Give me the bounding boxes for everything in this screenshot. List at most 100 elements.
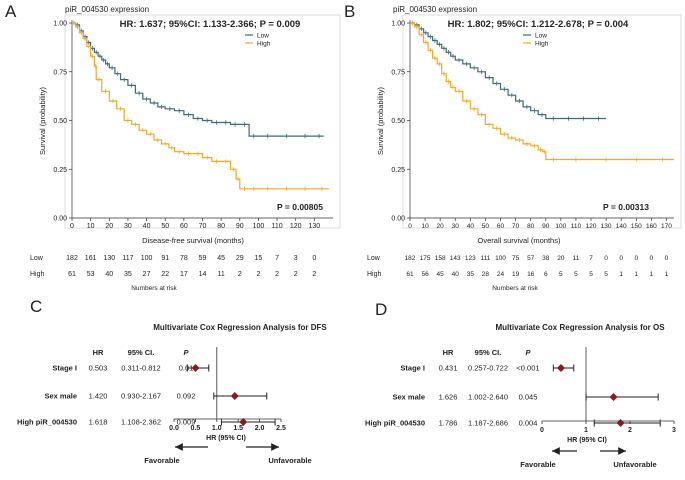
forest-c-row-ci: 1.108-2.362 xyxy=(121,418,161,427)
km-a-xtick-label: 30 xyxy=(124,223,132,230)
km-b-ytick-label: 0.25 xyxy=(391,167,405,174)
km-a-risk-cell: 91 xyxy=(161,255,169,262)
forest-c-rows: Stage I 0.503 0.311-0.812 0.01 Sex male 1.420… xyxy=(17,347,276,427)
forest-d-xtick-label: 2 xyxy=(628,427,632,434)
km-a-xtick-label: 20 xyxy=(105,223,113,230)
km-b-risk-table: Low 182 175 158 143 123 111 100 75 57 38 20 11 7 0 0 0 0 0… xyxy=(367,255,669,278)
forest-c-row-label: Sex male xyxy=(44,392,77,401)
km-a-curves xyxy=(72,20,330,191)
km-a-risk-table: Low 182 161 130 117 100 91 78 59 45 29 15 7 3 0 High 61 5… xyxy=(30,255,316,278)
km-a-subtitle: piR_004530 expression xyxy=(65,5,149,14)
forest-c-header-p: P xyxy=(183,348,189,357)
km-a-xtick-label: 130 xyxy=(309,223,321,230)
km-a-risk-label-low: Low xyxy=(30,255,44,262)
km-a-legend-low: Low xyxy=(257,33,269,40)
km-b-risk-cell: 75 xyxy=(512,255,520,262)
km-a-xtick-label: 120 xyxy=(290,223,302,230)
forest-d-xtick-label: 1 xyxy=(584,427,588,434)
km-b-risk-cell: 5 xyxy=(574,271,578,278)
km-b-legend-low: Low xyxy=(535,33,547,40)
km-b-pvalue: P = 0.00313 xyxy=(603,202,649,212)
km-a-risk-cell: 14 xyxy=(199,271,207,278)
km-a-risk-cell: 11 xyxy=(218,271,225,278)
forest-c-xtick-label: 0.5 xyxy=(191,425,201,432)
km-b-risk-cell: 123 xyxy=(465,255,476,262)
km-a-pvalue: P = 0.00805 xyxy=(277,202,323,212)
km-a-risk-cell: 130 xyxy=(103,255,115,262)
km-b-risk-cell: 1 xyxy=(619,271,623,278)
km-a-xtick-label: 40 xyxy=(143,223,151,230)
km-b-xtick-label: 150 xyxy=(631,223,642,230)
forest-c-favorable: Favorable xyxy=(144,456,179,465)
km-a-legend-high: High xyxy=(257,41,271,48)
km-a-xtick-label: 0 xyxy=(70,223,74,230)
km-a-risk-cell: 29 xyxy=(236,255,244,262)
km-b-xtick-label: 70 xyxy=(512,223,520,230)
km-b-risk-cell: 35 xyxy=(467,271,475,278)
km-a-risk-cell: 17 xyxy=(180,271,188,278)
km-b-risk-cell: 28 xyxy=(482,271,490,278)
forest-c-xlabel: HR (95% CI) xyxy=(206,435,246,442)
forest-d-header-p: P xyxy=(525,348,531,357)
km-b-risk-cell: 5 xyxy=(604,271,608,278)
forest-d-row-label: Sex male xyxy=(392,393,425,402)
km-b-legend: Low High xyxy=(523,33,549,48)
km-a-risk-cell: 27 xyxy=(143,271,151,278)
forest-d-xtick-label: 0 xyxy=(540,427,544,434)
km-b-risk-cell: 143 xyxy=(450,255,461,262)
km-b-risk-cell: 45 xyxy=(437,271,445,278)
km-b-xlabel: Overall survival (months) xyxy=(478,236,561,245)
km-a-legend: Low High xyxy=(245,33,271,48)
forest-d-row-hr: 1.626 xyxy=(439,393,458,402)
forest-c-xtick-label: 2.5 xyxy=(276,425,286,432)
km-b-plot-area xyxy=(402,14,682,229)
km-b-xtick-label: 130 xyxy=(601,223,612,230)
km-b-risk-cell: 5 xyxy=(589,271,593,278)
forest-c-xtick-label: 0.0 xyxy=(169,425,179,432)
forest-c-row-hr: 1.420 xyxy=(89,392,108,401)
km-b-risk-title: Numbers at risk xyxy=(492,285,538,292)
km-b-risk-cell: 100 xyxy=(495,255,506,262)
km-b-risk-cell: 16 xyxy=(527,271,535,278)
km-a-plot-area xyxy=(64,14,341,229)
forest-d-favorable: Favorable xyxy=(520,460,555,469)
km-b-risk-cell: 20 xyxy=(557,255,565,262)
km-b-xtick-label: 100 xyxy=(555,223,566,230)
forest-d-row-p: 0.045 xyxy=(519,393,538,402)
panel-letter-a: A xyxy=(5,2,17,21)
km-b-risk-cell: 7 xyxy=(589,255,593,262)
forest-d-row-hr: 1.786 xyxy=(439,419,458,428)
forest-c-row-label: High piR_004530 xyxy=(17,418,77,427)
km-b-curve-low xyxy=(410,22,607,120)
km-b-xtick-label: 0 xyxy=(408,223,412,230)
km-a-xtick-label: 90 xyxy=(236,223,244,230)
forest-d-row-p: <0.001 xyxy=(516,364,539,373)
km-b-risk-cell: 1 xyxy=(650,271,654,278)
forest-c-header-hr: HR xyxy=(93,348,104,357)
km-a-ytick-label: 0.25 xyxy=(53,167,67,174)
forest-d-row-ci: 0.257-0.722 xyxy=(468,364,508,373)
km-b-xtick-label: 170 xyxy=(661,223,672,230)
km-b-xtick-label: 90 xyxy=(542,223,550,230)
km-b-risk-cell: 57 xyxy=(527,255,535,262)
forest-d-row-ci: 1.187-2.686 xyxy=(468,419,508,428)
km-b-ytick-label: 0.50 xyxy=(391,118,405,125)
forest-c-xtick-label: 2.0 xyxy=(255,425,265,432)
km-b-ytick-label: 0.75 xyxy=(391,69,405,76)
km-a-curve-high xyxy=(72,22,330,190)
panel-letter-b: B xyxy=(344,2,355,21)
km-b-xtick-label: 30 xyxy=(452,223,460,230)
forest-d-row-p: 0.004 xyxy=(519,419,538,428)
forest-c-title: Multivariate Cox Regression Analysis for… xyxy=(153,323,327,332)
forest-c-row-ci: 0.311-0.812 xyxy=(121,364,160,373)
forest-c-unfavorable: Unfavorable xyxy=(268,456,311,465)
km-b-subtitle: piR_004530 expression xyxy=(393,5,477,14)
km-a-risk-cell: 45 xyxy=(217,255,225,262)
km-a-risk-cell: 117 xyxy=(122,255,133,262)
km-b-risk-cell: 40 xyxy=(452,271,460,278)
km-b-risk-cell: 0 xyxy=(619,255,623,262)
km-b-xtick-label: 80 xyxy=(527,223,535,230)
forest-d-row-hr: 0.431 xyxy=(439,364,458,373)
km-a-risk-cell: 78 xyxy=(180,255,188,262)
forest-c-row-label: Stage I xyxy=(52,364,77,373)
